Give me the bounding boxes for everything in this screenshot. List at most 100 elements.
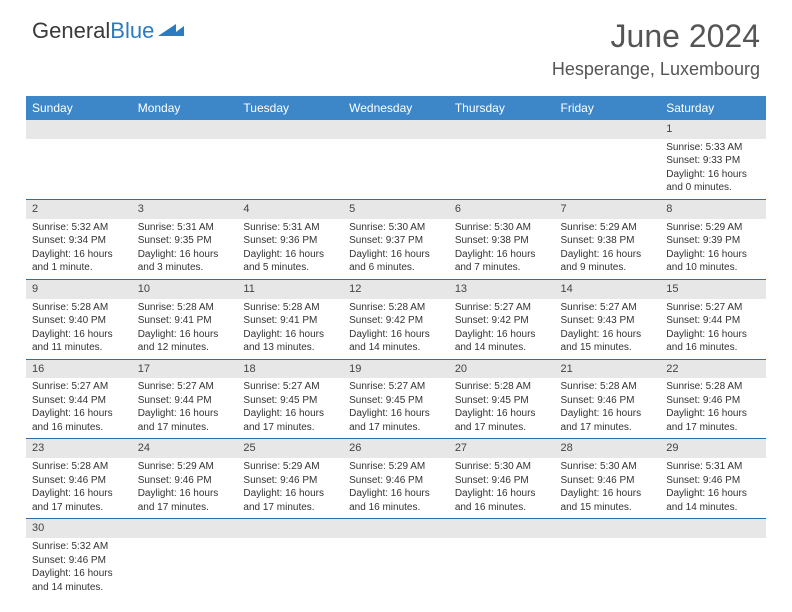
day-body: Sunrise: 5:29 AMSunset: 9:39 PMDaylight:… — [660, 219, 766, 279]
day-number: 16 — [26, 360, 132, 379]
day-daylight: Daylight: 16 hours and 15 minutes. — [561, 487, 655, 514]
day-body: Sunrise: 5:30 AMSunset: 9:46 PMDaylight:… — [449, 458, 555, 518]
calendar-cell — [132, 120, 238, 199]
day-number-bar — [555, 519, 661, 538]
calendar-cell: 26Sunrise: 5:29 AMSunset: 9:46 PMDayligh… — [343, 439, 449, 519]
day-number-bar — [132, 120, 238, 139]
day-body: Sunrise: 5:33 AMSunset: 9:33 PMDaylight:… — [660, 139, 766, 199]
day-number-bar — [555, 120, 661, 139]
day-sunset: Sunset: 9:46 PM — [32, 474, 126, 488]
day-sunrise: Sunrise: 5:29 AM — [349, 460, 443, 474]
calendar-cell — [343, 120, 449, 199]
calendar-cell: 30Sunrise: 5:32 AMSunset: 9:46 PMDayligh… — [26, 519, 132, 598]
calendar-cell: 29Sunrise: 5:31 AMSunset: 9:46 PMDayligh… — [660, 439, 766, 519]
calendar-cell — [343, 519, 449, 598]
day-body: Sunrise: 5:29 AMSunset: 9:46 PMDaylight:… — [132, 458, 238, 518]
day-sunrise: Sunrise: 5:28 AM — [32, 460, 126, 474]
day-number: 27 — [449, 439, 555, 458]
day-sunrise: Sunrise: 5:28 AM — [666, 380, 760, 394]
day-sunrise: Sunrise: 5:32 AM — [32, 221, 126, 235]
day-sunset: Sunset: 9:46 PM — [666, 394, 760, 408]
calendar-cell: 5Sunrise: 5:30 AMSunset: 9:37 PMDaylight… — [343, 199, 449, 279]
calendar-cell: 11Sunrise: 5:28 AMSunset: 9:41 PMDayligh… — [237, 279, 343, 359]
day-sunset: Sunset: 9:44 PM — [32, 394, 126, 408]
calendar-cell: 3Sunrise: 5:31 AMSunset: 9:35 PMDaylight… — [132, 199, 238, 279]
day-daylight: Daylight: 16 hours and 17 minutes. — [455, 407, 549, 434]
day-body: Sunrise: 5:30 AMSunset: 9:38 PMDaylight:… — [449, 219, 555, 279]
day-daylight: Daylight: 16 hours and 5 minutes. — [243, 248, 337, 275]
calendar-week: 9Sunrise: 5:28 AMSunset: 9:40 PMDaylight… — [26, 279, 766, 359]
day-sunrise: Sunrise: 5:33 AM — [666, 141, 760, 155]
day-number-bar — [660, 519, 766, 538]
day-number-bar — [449, 120, 555, 139]
day-body: Sunrise: 5:29 AMSunset: 9:38 PMDaylight:… — [555, 219, 661, 279]
day-daylight: Daylight: 16 hours and 15 minutes. — [561, 328, 655, 355]
title-block: June 2024 Hesperange, Luxembourg — [552, 18, 760, 80]
day-sunrise: Sunrise: 5:31 AM — [666, 460, 760, 474]
day-header: Thursday — [449, 96, 555, 120]
day-body: Sunrise: 5:27 AMSunset: 9:45 PMDaylight:… — [237, 378, 343, 438]
day-number: 8 — [660, 200, 766, 219]
day-sunrise: Sunrise: 5:27 AM — [666, 301, 760, 315]
day-sunrise: Sunrise: 5:28 AM — [32, 301, 126, 315]
day-daylight: Daylight: 16 hours and 17 minutes. — [349, 407, 443, 434]
day-body: Sunrise: 5:28 AMSunset: 9:42 PMDaylight:… — [343, 299, 449, 359]
day-number: 18 — [237, 360, 343, 379]
day-body: Sunrise: 5:32 AMSunset: 9:34 PMDaylight:… — [26, 219, 132, 279]
day-daylight: Daylight: 16 hours and 9 minutes. — [561, 248, 655, 275]
day-sunset: Sunset: 9:46 PM — [561, 474, 655, 488]
day-sunset: Sunset: 9:41 PM — [138, 314, 232, 328]
day-number: 22 — [660, 360, 766, 379]
day-sunrise: Sunrise: 5:30 AM — [455, 460, 549, 474]
calendar-cell — [555, 519, 661, 598]
day-number: 3 — [132, 200, 238, 219]
calendar-cell: 13Sunrise: 5:27 AMSunset: 9:42 PMDayligh… — [449, 279, 555, 359]
day-sunset: Sunset: 9:45 PM — [455, 394, 549, 408]
day-number: 10 — [132, 280, 238, 299]
day-sunrise: Sunrise: 5:27 AM — [349, 380, 443, 394]
day-number: 29 — [660, 439, 766, 458]
day-number-bar — [343, 519, 449, 538]
day-sunset: Sunset: 9:42 PM — [455, 314, 549, 328]
day-sunset: Sunset: 9:43 PM — [561, 314, 655, 328]
calendar-cell: 25Sunrise: 5:29 AMSunset: 9:46 PMDayligh… — [237, 439, 343, 519]
day-number: 26 — [343, 439, 449, 458]
day-header: Saturday — [660, 96, 766, 120]
day-body: Sunrise: 5:27 AMSunset: 9:44 PMDaylight:… — [26, 378, 132, 438]
calendar-week: 1Sunrise: 5:33 AMSunset: 9:33 PMDaylight… — [26, 120, 766, 199]
day-sunrise: Sunrise: 5:27 AM — [561, 301, 655, 315]
brand-logo: GeneralBlue — [32, 18, 184, 44]
day-header-row: SundayMondayTuesdayWednesdayThursdayFrid… — [26, 96, 766, 120]
day-sunrise: Sunrise: 5:28 AM — [561, 380, 655, 394]
title-month: June 2024 — [552, 18, 760, 55]
day-daylight: Daylight: 16 hours and 13 minutes. — [243, 328, 337, 355]
day-sunset: Sunset: 9:46 PM — [243, 474, 337, 488]
day-header: Monday — [132, 96, 238, 120]
day-body: Sunrise: 5:32 AMSunset: 9:46 PMDaylight:… — [26, 538, 132, 598]
calendar-cell: 28Sunrise: 5:30 AMSunset: 9:46 PMDayligh… — [555, 439, 661, 519]
day-sunset: Sunset: 9:39 PM — [666, 234, 760, 248]
day-daylight: Daylight: 16 hours and 14 minutes. — [455, 328, 549, 355]
day-body: Sunrise: 5:30 AMSunset: 9:46 PMDaylight:… — [555, 458, 661, 518]
calendar-cell: 21Sunrise: 5:28 AMSunset: 9:46 PMDayligh… — [555, 359, 661, 439]
day-sunrise: Sunrise: 5:28 AM — [455, 380, 549, 394]
day-sunrise: Sunrise: 5:30 AM — [561, 460, 655, 474]
day-sunset: Sunset: 9:46 PM — [349, 474, 443, 488]
calendar-cell: 4Sunrise: 5:31 AMSunset: 9:36 PMDaylight… — [237, 199, 343, 279]
day-number: 20 — [449, 360, 555, 379]
day-body: Sunrise: 5:27 AMSunset: 9:44 PMDaylight:… — [132, 378, 238, 438]
day-sunrise: Sunrise: 5:28 AM — [243, 301, 337, 315]
day-number: 9 — [26, 280, 132, 299]
day-sunset: Sunset: 9:46 PM — [138, 474, 232, 488]
day-sunrise: Sunrise: 5:29 AM — [138, 460, 232, 474]
day-sunset: Sunset: 9:40 PM — [32, 314, 126, 328]
day-sunset: Sunset: 9:37 PM — [349, 234, 443, 248]
calendar-cell: 14Sunrise: 5:27 AMSunset: 9:43 PMDayligh… — [555, 279, 661, 359]
day-sunset: Sunset: 9:38 PM — [455, 234, 549, 248]
day-number-bar — [26, 120, 132, 139]
calendar-cell — [555, 120, 661, 199]
day-sunrise: Sunrise: 5:29 AM — [561, 221, 655, 235]
day-daylight: Daylight: 16 hours and 12 minutes. — [138, 328, 232, 355]
day-sunset: Sunset: 9:38 PM — [561, 234, 655, 248]
calendar-cell: 20Sunrise: 5:28 AMSunset: 9:45 PMDayligh… — [449, 359, 555, 439]
